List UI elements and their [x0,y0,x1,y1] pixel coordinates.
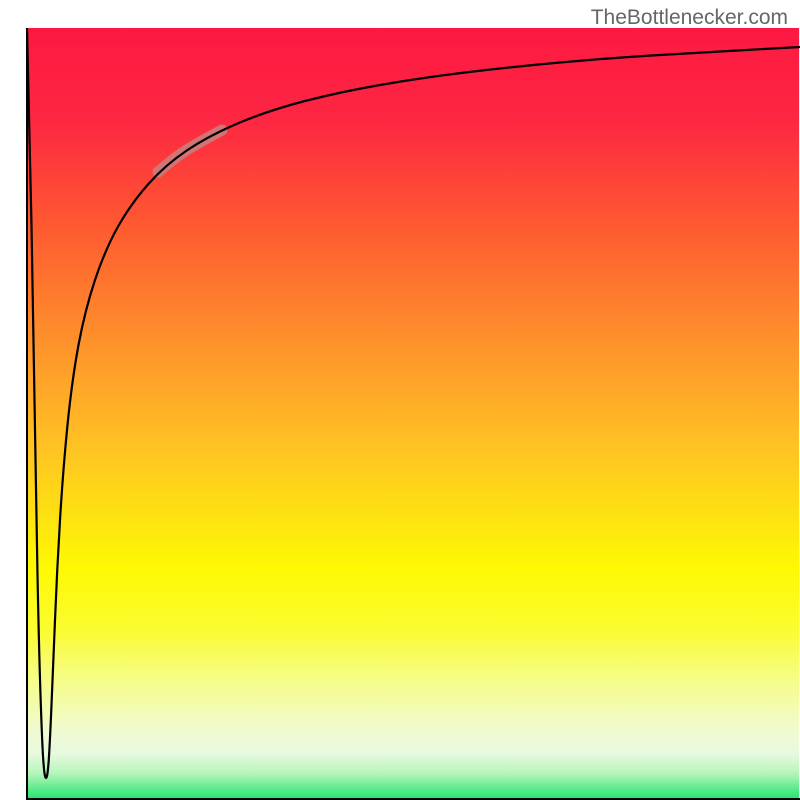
y-axis [26,28,28,800]
main-curve [27,28,800,778]
watermark-text: TheBottlenecker.com [591,6,788,30]
curves-layer [0,0,800,800]
plot-area [27,28,799,800]
chart-container: TheBottlenecker.com [0,0,800,800]
